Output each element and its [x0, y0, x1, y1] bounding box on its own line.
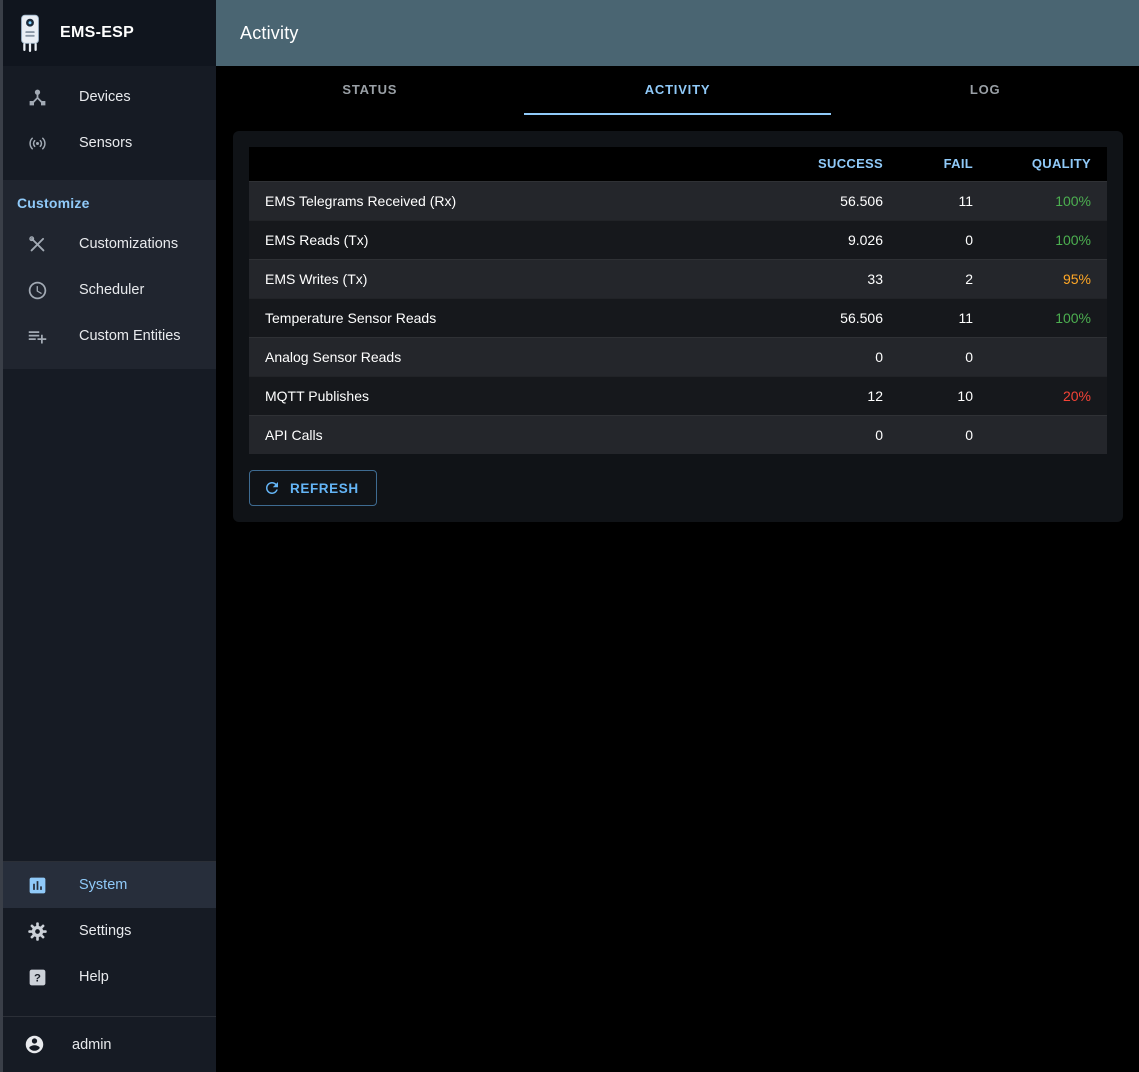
tab-bar: STATUS ACTIVITY LOG: [216, 66, 1139, 115]
main-content: STATUS ACTIVITY LOG SUCCESS FAIL QUALITY…: [216, 66, 1139, 1072]
page-title: Activity: [240, 22, 299, 43]
user-label: admin: [72, 1036, 112, 1053]
row-quality: 95%: [1062, 270, 1091, 287]
sidebar-scrollbar[interactable]: [0, 0, 3, 1072]
sidebar-item-devices[interactable]: Devices: [0, 74, 216, 120]
row-success: 0: [875, 426, 883, 443]
col-header-quality: QUALITY: [1031, 156, 1091, 172]
row-success: 0: [875, 348, 883, 365]
row-label: EMS Telegrams Received (Rx): [265, 192, 457, 209]
row-quality: 20%: [1062, 387, 1091, 404]
row-fail: 0: [965, 426, 973, 443]
activity-card: SUCCESS FAIL QUALITY EMS Telegrams Recei…: [233, 131, 1123, 522]
table-row: EMS Reads (Tx) 9.026 0 100%: [249, 220, 1107, 259]
sidebar-item-label: Custom Entities: [79, 328, 181, 344]
sidebar-item-settings[interactable]: Settings: [0, 908, 216, 954]
row-quality: 100%: [1055, 192, 1091, 209]
sidebar-item-label: Help: [79, 969, 109, 985]
ems-esp-logo-icon: [15, 13, 45, 53]
refresh-button[interactable]: REFRESH: [249, 470, 377, 506]
playlist-add-icon: [26, 325, 48, 347]
row-label: EMS Reads (Tx): [265, 231, 369, 248]
tab-activity[interactable]: ACTIVITY: [523, 66, 832, 115]
sidebar-item-label: Scheduler: [79, 282, 145, 298]
row-fail: 0: [965, 231, 973, 248]
sidebar-item-sensors[interactable]: Sensors: [0, 120, 216, 166]
row-quality: [989, 337, 1107, 376]
row-success: 56.506: [840, 309, 883, 326]
sidebar-item-system[interactable]: System: [0, 862, 216, 908]
sensors-icon: [26, 132, 48, 154]
bar-chart-icon: [26, 874, 48, 896]
refresh-button-label: REFRESH: [290, 480, 359, 496]
sidebar-item-admin[interactable]: admin: [0, 1016, 216, 1072]
sidebar-item-label: Customizations: [79, 236, 179, 252]
row-success: 9.026: [847, 231, 883, 248]
col-header-success: SUCCESS: [818, 156, 883, 172]
tools-icon: [26, 233, 48, 255]
svg-text:?: ?: [34, 972, 41, 984]
row-label: EMS Writes (Tx): [265, 270, 368, 287]
sidebar-item-label: System: [79, 877, 128, 893]
row-quality: 100%: [1055, 231, 1091, 248]
sidebar-item-scheduler[interactable]: Scheduler: [0, 267, 216, 313]
row-fail: 11: [958, 309, 973, 326]
row-success: 33: [867, 270, 883, 287]
table-row: MQTT Publishes 12 10 20%: [249, 376, 1107, 415]
sidebar-primary-nav: Devices Sensors: [0, 66, 216, 166]
gear-icon: [26, 920, 48, 942]
table-row: Temperature Sensor Reads 56.506 11 100%: [249, 298, 1107, 337]
row-success: 12: [867, 387, 883, 404]
row-label: Analog Sensor Reads: [265, 348, 402, 365]
row-quality: [989, 415, 1107, 454]
help-icon: ?: [26, 966, 48, 988]
row-label: MQTT Publishes: [265, 387, 369, 404]
refresh-icon: [263, 479, 281, 497]
row-success: 56.506: [840, 192, 883, 209]
table-row: Analog Sensor Reads 0 0: [249, 337, 1107, 376]
sidebar-item-label: Sensors: [79, 135, 133, 151]
col-header-fail: FAIL: [943, 156, 973, 172]
col-header-metric: [249, 147, 769, 181]
sidebar-item-label: Settings: [79, 923, 132, 939]
sidebar-spacer: [0, 369, 216, 861]
row-fail: 0: [965, 348, 973, 365]
table-row: EMS Telegrams Received (Rx) 56.506 11 10…: [249, 181, 1107, 220]
sidebar-item-customizations[interactable]: Customizations: [0, 221, 216, 267]
row-label: Temperature Sensor Reads: [265, 309, 437, 326]
table-header-row: SUCCESS FAIL QUALITY: [249, 147, 1107, 181]
row-label: API Calls: [265, 426, 323, 443]
tab-log[interactable]: LOG: [969, 82, 1001, 97]
account-circle-icon: [23, 1034, 45, 1056]
tab-status[interactable]: STATUS: [342, 82, 398, 97]
table-row: API Calls 0 0: [249, 415, 1107, 454]
table-row: EMS Writes (Tx) 33 2 95%: [249, 259, 1107, 298]
sidebar-bottom-nav: System: [0, 861, 216, 1000]
customize-section-title: Customize: [17, 195, 90, 211]
sidebar: EMS-ESP Devices Sensors Customize: [0, 0, 216, 1072]
sidebar-item-help[interactable]: ? Help: [0, 954, 216, 1000]
row-fail: 10: [957, 387, 973, 404]
row-quality: 100%: [1055, 309, 1091, 326]
activity-table: SUCCESS FAIL QUALITY EMS Telegrams Recei…: [249, 147, 1107, 454]
sidebar-item-custom-entities[interactable]: Custom Entities: [0, 313, 216, 359]
app-title: EMS-ESP: [60, 24, 135, 41]
appbar: Activity: [216, 0, 1139, 66]
sidebar-item-label: Devices: [79, 89, 131, 105]
customize-section: Customize Customizations Scheduler Custo…: [0, 180, 216, 369]
row-fail: 11: [958, 192, 973, 209]
clock-icon: [26, 279, 48, 301]
app-logo-row: EMS-ESP: [0, 0, 216, 66]
device-hub-icon: [26, 86, 48, 108]
row-fail: 2: [965, 270, 973, 287]
